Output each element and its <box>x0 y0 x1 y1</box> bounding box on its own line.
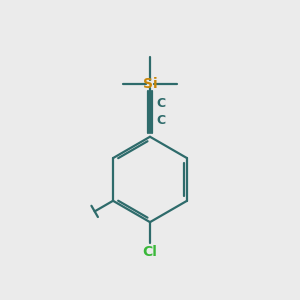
Text: C: C <box>157 115 166 128</box>
Text: Cl: Cl <box>142 245 158 259</box>
Text: Si: Si <box>143 77 157 91</box>
Text: C: C <box>157 97 166 110</box>
